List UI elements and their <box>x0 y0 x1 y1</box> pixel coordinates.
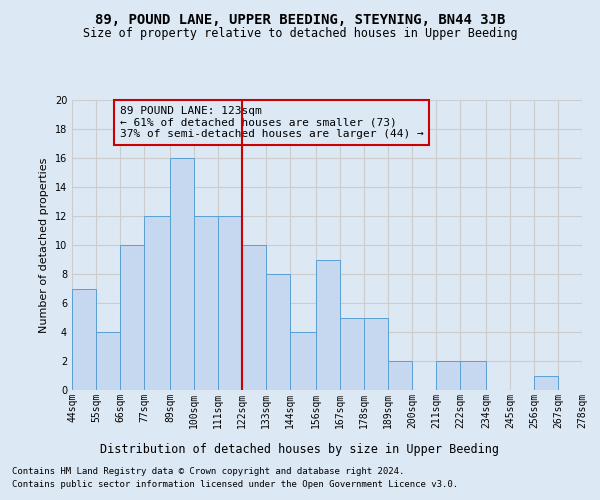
Text: Size of property relative to detached houses in Upper Beeding: Size of property relative to detached ho… <box>83 28 517 40</box>
Bar <box>534 376 558 390</box>
Bar <box>364 318 388 390</box>
Bar <box>242 245 266 390</box>
Bar <box>388 361 412 390</box>
Bar <box>72 288 96 390</box>
Text: Distribution of detached houses by size in Upper Beeding: Distribution of detached houses by size … <box>101 442 499 456</box>
Bar <box>144 216 170 390</box>
Bar <box>170 158 194 390</box>
Y-axis label: Number of detached properties: Number of detached properties <box>39 158 49 332</box>
Bar <box>266 274 290 390</box>
Text: 89, POUND LANE, UPPER BEEDING, STEYNING, BN44 3JB: 89, POUND LANE, UPPER BEEDING, STEYNING,… <box>95 12 505 26</box>
Bar <box>316 260 340 390</box>
Bar <box>218 216 242 390</box>
Bar <box>194 216 218 390</box>
Bar <box>340 318 364 390</box>
Text: 89 POUND LANE: 123sqm
← 61% of detached houses are smaller (73)
37% of semi-deta: 89 POUND LANE: 123sqm ← 61% of detached … <box>120 106 424 139</box>
Bar <box>436 361 460 390</box>
Bar <box>460 361 486 390</box>
Text: Contains HM Land Registry data © Crown copyright and database right 2024.: Contains HM Land Registry data © Crown c… <box>12 467 404 476</box>
Bar <box>120 245 144 390</box>
Text: Contains public sector information licensed under the Open Government Licence v3: Contains public sector information licen… <box>12 480 458 489</box>
Bar <box>290 332 316 390</box>
Bar <box>96 332 120 390</box>
